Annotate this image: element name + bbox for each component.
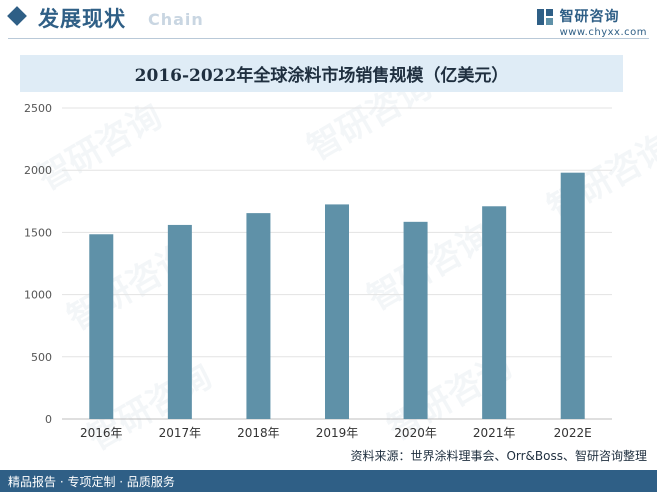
y-tick-label: 2500 [24, 102, 52, 115]
bar-2019年 [325, 204, 349, 419]
brand-name: 智研咨询 [559, 9, 620, 25]
x-tick-label: 2018年 [237, 426, 280, 440]
y-tick-label: 1000 [24, 289, 52, 302]
x-tick-label: 2017年 [159, 426, 202, 440]
brand-url: www.chyxx.com [559, 27, 647, 38]
source-note: 资料来源：世界涂料理事会、Orr&Boss、智研咨询整理 [350, 449, 647, 463]
header-divider [8, 38, 649, 39]
y-tick-label: 1500 [24, 226, 52, 239]
chart-title: 2016-2022年全球涂料市场销售规模（亿美元） [134, 66, 509, 86]
bar-2022E [560, 172, 585, 419]
bar-2016年 [89, 234, 114, 419]
x-tick-label: 2022E [554, 426, 592, 440]
x-tick-label: 2016年 [80, 426, 123, 440]
ghost-word: Chain [148, 10, 204, 29]
y-tick-label: 500 [31, 351, 52, 364]
bar-2021年 [482, 206, 507, 419]
chart-title-band: 2016-2022年全球涂料市场销售规模（亿美元） [20, 55, 623, 92]
footer-bar: 精品报告 · 专项定制 · 品质服务 [0, 470, 657, 492]
y-tick-label: 2000 [24, 164, 52, 177]
x-tick-label: 2020年 [394, 426, 437, 440]
x-tick-label: 2021年 [473, 426, 516, 440]
bar-2017年 [167, 224, 192, 419]
y-tick-label: 0 [45, 413, 52, 426]
page-header: 发展现状 Chain 智研咨询 www.chyxx.com [0, 0, 657, 44]
brand-logo-icon [536, 9, 553, 25]
brand: 智研咨询 www.chyxx.com [536, 6, 647, 38]
bar-2018年 [246, 213, 271, 419]
bar-2020年 [403, 221, 428, 419]
x-tick-label: 2019年 [316, 426, 359, 440]
section-title: 发展现状 [38, 7, 126, 31]
footer-text: 精品报告 · 专项定制 · 品质服务 [8, 475, 175, 489]
